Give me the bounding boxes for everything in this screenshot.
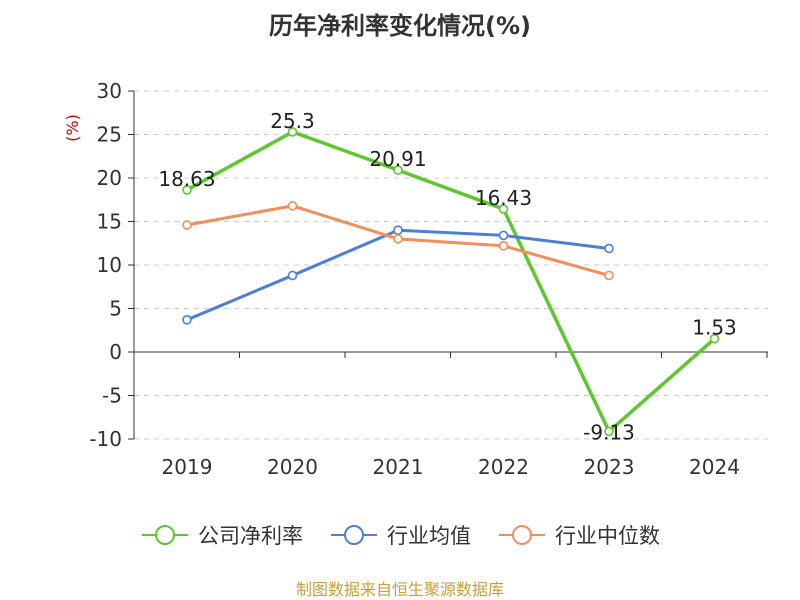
series-line [186,130,716,434]
x-tick-label: 2023 [584,455,635,479]
chart-legend: 公司净利率 行业均值 行业中位数 [0,520,800,550]
legend-item: 行业中位数 [497,520,660,550]
data-point [604,243,614,254]
data-point [393,234,403,244]
data-source-note: 制图数据来自恒生聚源数据库 [295,580,504,599]
data-point [287,127,298,137]
x-tick-label: 2019 [162,455,213,479]
legend-label: 行业均值 [387,524,471,548]
data-label: 18.63 [158,167,215,191]
y-tick-label: 20 [97,166,122,190]
data-label: 1.53 [692,316,737,340]
axes: 30 25 20 15 10 5 0 -5 -10 2019 2020 2021 2022 2023 202… [89,79,768,479]
legend-swatch-marker [512,525,532,545]
data-point [604,270,614,281]
x-tick-label: 2024 [689,455,740,479]
data-point [287,201,298,211]
y-tick-label: 0 [109,340,122,364]
legend-swatch-marker [155,525,175,545]
data-label: 16.43 [475,186,532,210]
legend-swatch [142,525,188,545]
data-point [498,230,509,241]
data-label: 20.91 [369,147,426,171]
x-tick-label: 2021 [373,455,424,479]
legend-swatch-marker [344,525,364,545]
data-point [709,333,720,344]
y-tick-label: 10 [97,253,122,277]
series-layer [182,127,720,437]
data-point [182,185,192,195]
legend-item: 行业均值 [329,520,471,550]
grid-lines [134,90,768,440]
legend-swatch [499,525,545,545]
y-tick-label: -5 [102,384,122,408]
data-point [182,315,192,325]
data-point [604,426,614,437]
x-tick-label: 2020 [267,455,318,479]
data-labels: 18.63 25.3 20.91 16.43 -9.13 1.53 [158,109,736,445]
data-label: 25.3 [270,109,315,133]
data-point [393,165,403,175]
y-axis-label: (%) [63,114,82,142]
legend-swatch [331,525,377,545]
data-point [498,204,509,214]
data-point [287,270,298,281]
data-point [393,225,403,235]
y-tick-label: 15 [97,210,122,234]
x-tick-label: 2022 [478,455,529,479]
data-point [182,220,192,230]
y-tick-label: 5 [109,297,122,321]
chart-title: 历年净利率变化情况(%) [269,12,531,40]
y-tick-label: 30 [97,79,122,103]
data-label: -9.13 [583,420,635,444]
legend-item: 公司净利率 [140,520,303,550]
legend-label: 公司净利率 [198,524,303,548]
data-point [498,241,509,251]
y-tick-label: -10 [89,427,122,451]
y-tick-label: 25 [97,123,122,147]
legend-label: 行业中位数 [555,524,660,548]
